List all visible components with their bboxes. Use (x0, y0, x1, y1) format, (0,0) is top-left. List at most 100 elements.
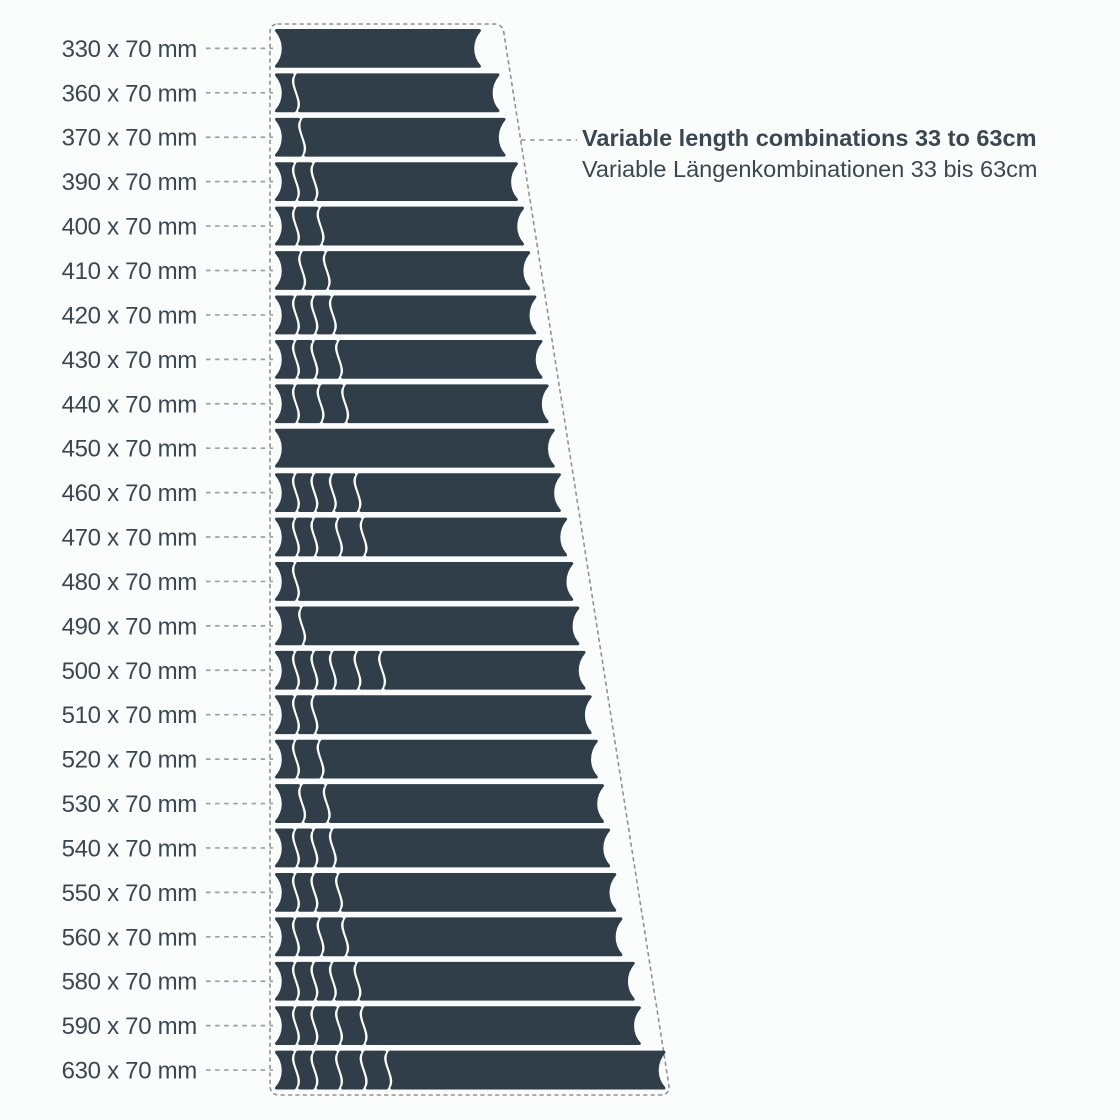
annotation: Variable length combinations 33 to 63cm … (582, 123, 1038, 185)
mudguard-extension-piece (275, 695, 298, 735)
mudguard-main-piece (337, 339, 543, 379)
length-row: 500 x 70 mm (62, 650, 586, 690)
mudguard-extension-piece (275, 473, 298, 512)
mudguard-extension-piece (294, 872, 316, 912)
row-label: 590 x 70 mm (62, 1013, 197, 1040)
row-label: 360 x 70 mm (62, 80, 197, 107)
mudguard-extension-piece (300, 784, 329, 823)
mudguard-extension-piece (355, 650, 384, 690)
mudguard-extension-piece (275, 295, 298, 335)
mudguard-extension-piece (275, 961, 298, 1001)
row-label: 520 x 70 mm (62, 747, 197, 774)
length-row: 580 x 70 mm (62, 961, 635, 1001)
mudguard-extension-piece (331, 473, 359, 512)
mudguard-extension-piece (275, 117, 304, 157)
mudguard-extension-piece (312, 872, 341, 912)
length-row: 540 x 70 mm (62, 828, 611, 868)
mudguard-main-piece (275, 29, 481, 68)
mudguard-main-piece (343, 384, 549, 424)
length-row: 550 x 70 mm (62, 872, 617, 912)
mudguard-main-piece (294, 562, 574, 601)
mudguard-extension-piece (337, 517, 366, 557)
mudguard-extension-piece (312, 961, 335, 1001)
mudguard-main-piece (319, 739, 598, 779)
mudguard-extension-piece (300, 251, 329, 290)
row-label: 630 x 70 mm (62, 1058, 197, 1085)
row-label: 530 x 70 mm (62, 791, 197, 818)
mudguard-main-piece (300, 606, 580, 646)
mudguard-main-piece (343, 917, 623, 957)
mudguard-extension-piece (331, 650, 359, 690)
row-label: 440 x 70 mm (62, 391, 197, 418)
mudguard-main-piece (355, 961, 635, 1001)
length-row: 440 x 70 mm (62, 384, 549, 424)
length-row: 630 x 70 mm (62, 1050, 666, 1090)
row-label: 560 x 70 mm (62, 924, 197, 951)
annotation-line-en: Variable length combinations 33 to 63cm (582, 125, 1037, 151)
mudguard-extension-piece (275, 1006, 298, 1046)
mudguard-extension-piece (275, 339, 298, 379)
mudguard-extension-piece (275, 1050, 298, 1090)
mudguard-extension-piece (294, 473, 316, 512)
mudguard-extension-piece (294, 339, 316, 379)
mudguard-main-piece (331, 828, 611, 868)
length-row: 430 x 70 mm (62, 339, 543, 379)
mudguard-extension-piece (312, 828, 335, 868)
mudguard-main-piece (325, 251, 531, 290)
length-row: 470 x 70 mm (62, 517, 568, 557)
length-row: 510 x 70 mm (62, 695, 592, 735)
mudguard-extension-piece (312, 650, 335, 690)
mudguard-extension-piece (294, 517, 316, 557)
length-row: 520 x 70 mm (62, 739, 598, 779)
mudguard-main-piece (319, 206, 524, 246)
mudguard-extension-piece (275, 739, 298, 779)
mudguard-extension-piece (312, 473, 335, 512)
length-row: 420 x 70 mm (62, 295, 537, 335)
variable-range-outline (269, 23, 670, 1096)
mudguard-extension-piece (312, 339, 341, 379)
row-label: 410 x 70 mm (62, 258, 197, 285)
row-label: 510 x 70 mm (62, 702, 197, 729)
mudguard-extension-piece (294, 828, 316, 868)
mudguard-extension-piece (337, 1050, 366, 1090)
mudguard-extension-piece (319, 384, 347, 424)
row-label: 490 x 70 mm (62, 613, 197, 640)
row-label: 470 x 70 mm (62, 525, 197, 552)
row-label: 500 x 70 mm (62, 658, 197, 685)
row-label: 370 x 70 mm (62, 125, 197, 152)
mudguard-extension-piece (362, 1050, 390, 1090)
mudguard-extension-piece (275, 562, 298, 601)
mudguard-main-piece (294, 73, 500, 113)
mudguard-extension-piece (294, 695, 316, 735)
mudguard-extension-piece (312, 1050, 341, 1090)
mudguard-extension-piece (331, 961, 359, 1001)
mudguard-main-piece (355, 473, 561, 512)
length-row: 590 x 70 mm (62, 1006, 641, 1046)
mudguard-extension-piece (294, 739, 323, 779)
length-row: 330 x 70 mm (62, 29, 481, 68)
mudguard-main-piece (312, 695, 592, 735)
mudguard-extension-piece (294, 206, 323, 246)
row-label: 580 x 70 mm (62, 969, 197, 996)
mudguard-extension-piece (294, 650, 316, 690)
length-row: 370 x 70 mm (62, 117, 506, 157)
mudguard-extension-piece (275, 206, 298, 246)
mudguard-extension-piece (275, 517, 298, 557)
length-row: 460 x 70 mm (62, 473, 561, 512)
mudguard-main-piece (300, 117, 506, 157)
mudguard-main-piece (275, 428, 555, 468)
row-label: 390 x 70 mm (62, 169, 197, 196)
mudguard-main-piece (312, 162, 518, 202)
row-label: 460 x 70 mm (62, 480, 197, 507)
length-row: 490 x 70 mm (62, 606, 580, 646)
length-row: 530 x 70 mm (62, 784, 604, 823)
mudguard-extension-piece (275, 917, 298, 957)
row-label: 430 x 70 mm (62, 347, 197, 374)
annotation-line-de: Variable Längenkombinationen 33 bis 63cm (582, 156, 1038, 182)
mudguard-extension-piece (312, 295, 335, 335)
mudguard-main-piece (362, 1006, 641, 1046)
row-label: 400 x 70 mm (62, 214, 197, 241)
mudguard-main-piece (331, 295, 537, 335)
length-row: 480 x 70 mm (62, 562, 574, 601)
mudguard-main-piece (325, 784, 604, 823)
